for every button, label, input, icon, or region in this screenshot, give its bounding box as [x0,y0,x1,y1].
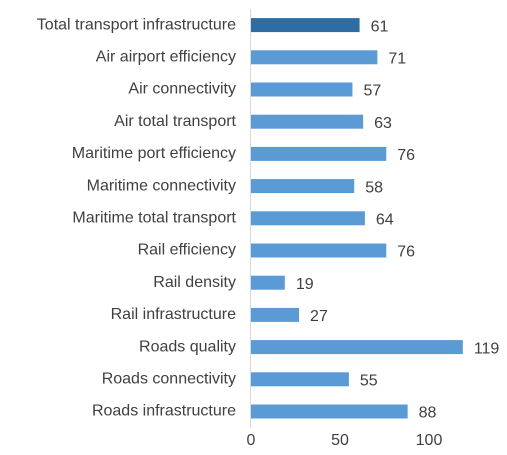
bar [251,275,285,290]
data-label: 76 [397,147,415,164]
x-axis-ticks-group: 0 50 100 [247,432,443,449]
category-label: Roads connectivity [102,371,236,388]
data-label: 61 [371,18,389,35]
bar [251,404,408,419]
data-label: 63 [374,115,392,132]
data-label: 71 [388,51,406,68]
bar [251,18,360,33]
x-tick-label: 100 [416,432,443,449]
category-label: Rail infrastructure [111,306,236,323]
data-label: 27 [310,308,328,325]
category-label: Maritime connectivity [87,177,236,194]
bar [251,211,365,226]
data-label: 57 [363,83,381,100]
category-label: Roads infrastructure [92,403,236,420]
data-label: 55 [360,373,378,390]
category-label: Maritime total transport [72,210,236,227]
bar [251,307,300,322]
data-label: 119 [474,340,500,357]
category-label: Air connectivity [128,81,236,98]
bar [251,82,353,97]
bar [251,114,364,129]
category-labels-group: Total transport infrastructure Air airpor… [37,16,237,419]
data-label: 64 [376,212,394,229]
bar [251,372,349,387]
x-tick-label: 0 [247,432,256,449]
bar [251,146,387,161]
data-label: 19 [296,276,314,293]
bar [251,340,463,355]
category-label: Total transport infrastructure [37,16,236,33]
category-label: Air total transport [114,113,236,130]
data-label: 58 [365,179,383,196]
bars-group [251,18,463,419]
data-label: 88 [419,405,437,422]
category-label: Air airport efficiency [96,49,236,66]
x-tick-label: 50 [331,432,349,449]
bar [251,243,387,258]
category-label: Maritime port efficiency [72,145,236,162]
category-label: Roads quality [139,338,236,355]
category-label: Rail efficiency [138,242,236,259]
data-label: 76 [397,244,415,261]
bar [251,50,378,65]
category-label: Rail density [153,274,236,291]
bar [251,179,355,194]
